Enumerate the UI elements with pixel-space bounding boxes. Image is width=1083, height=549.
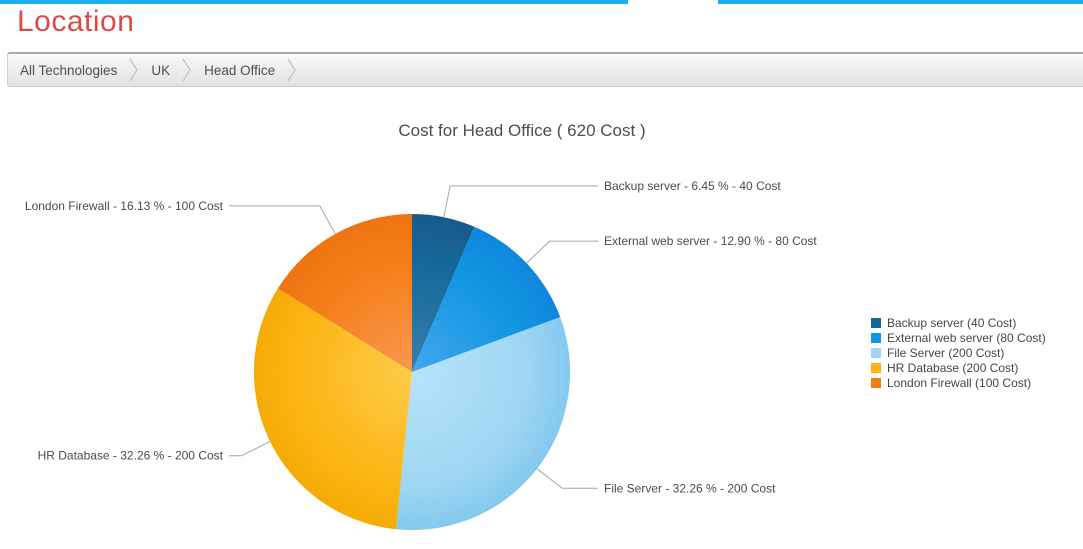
legend-label: File Server (200 Cost)	[887, 345, 1005, 360]
legend-swatch	[871, 347, 881, 358]
chart-legend: Backup server (40 Cost) External web ser…	[871, 315, 1046, 390]
callout-leader-line	[536, 468, 598, 489]
legend-label: Backup server (40 Cost)	[887, 315, 1017, 330]
chart-title: Cost for Head Office ( 620 Cost )	[398, 121, 646, 140]
legend-label: HR Database (200 Cost)	[887, 360, 1019, 375]
breadcrumb: All Technologies UK Head Office	[7, 52, 1083, 87]
top-accent-bar-left	[0, 0, 628, 4]
legend-swatch	[871, 332, 881, 343]
legend-swatch	[871, 362, 881, 373]
callout-leader-line	[526, 240, 598, 264]
chevron-right-icon	[182, 57, 192, 83]
slice-callout-label: London Firewall - 16.13 % - 100 Cost	[25, 199, 224, 213]
top-accent-bar-right	[718, 0, 1083, 4]
slice-callout-label: External web server - 12.90 % - 80 Cost	[604, 234, 817, 248]
legend-item-external-web-server[interactable]: External web server (80 Cost)	[871, 330, 1046, 345]
legend-label: External web server (80 Cost)	[887, 330, 1046, 345]
callout-leader-line	[443, 185, 598, 218]
legend-swatch	[871, 377, 881, 388]
pie-slice-external-web-server[interactable]	[412, 226, 561, 372]
breadcrumb-item-head-office[interactable]: Head Office	[204, 62, 276, 78]
pie-slice-london-firewall[interactable]	[277, 214, 412, 372]
pie-slice-file-server[interactable]	[396, 317, 571, 531]
page-title: Location	[17, 5, 135, 38]
legend-item-file-server[interactable]: File Server (200 Cost)	[871, 345, 1046, 360]
legend-swatch	[871, 317, 881, 328]
slice-callout-label: Backup server - 6.45 % - 40 Cost	[604, 179, 781, 193]
slice-callout-label: File Server - 32.26 % - 200 Cost	[604, 481, 776, 495]
pie-slice-hr-database[interactable]	[253, 288, 412, 530]
callout-leader-line	[229, 441, 271, 457]
slice-callout-label: HR Database - 32.26 % - 200 Cost	[38, 449, 224, 463]
legend-item-london-firewall[interactable]: London Firewall (100 Cost)	[871, 375, 1046, 390]
breadcrumb-item-all-technologies[interactable]: All Technologies	[20, 62, 118, 78]
legend-item-hr-database[interactable]: HR Database (200 Cost)	[871, 360, 1046, 375]
chevron-right-icon	[287, 57, 297, 83]
pie-slice-backup-server[interactable]	[412, 214, 475, 372]
legend-item-backup-server[interactable]: Backup server (40 Cost)	[871, 315, 1046, 330]
breadcrumb-item-uk[interactable]: UK	[151, 62, 171, 78]
callout-leader-line	[229, 205, 336, 235]
legend-label: London Firewall (100 Cost)	[887, 375, 1032, 390]
chevron-right-icon	[129, 57, 139, 83]
